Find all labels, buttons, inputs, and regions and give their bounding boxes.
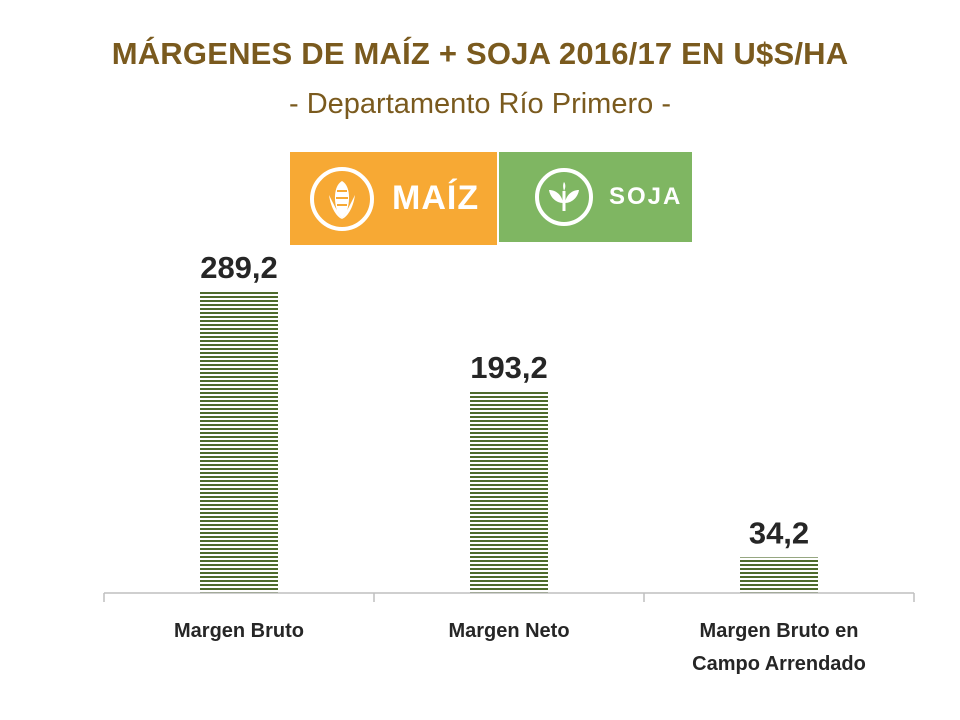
maiz-logo-label: MAÍZ — [392, 179, 480, 217]
category-label: Margen Bruto — [174, 620, 304, 642]
bar — [200, 292, 278, 593]
maiz-logo: MAÍZ — [290, 152, 497, 245]
bar — [740, 557, 818, 593]
soja-logo: SOJA — [499, 152, 692, 242]
data-label: 193,2 — [470, 350, 548, 385]
sprout-icon — [535, 168, 593, 226]
data-label: 289,2 — [200, 250, 278, 285]
corn-icon — [310, 166, 374, 231]
category-label: Campo Arrendado — [692, 653, 866, 675]
chart-title: MÁRGENES DE MAÍZ + SOJA 2016/17 EN U$S/H… — [111, 36, 849, 71]
category-label: Margen Bruto en — [700, 620, 859, 642]
chart-subtitle: - Departamento Río Primero - — [289, 88, 671, 120]
data-label: 34,2 — [749, 515, 809, 550]
category-label: Margen Neto — [448, 620, 569, 642]
bar — [470, 391, 548, 593]
soja-logo-label: SOJA — [609, 183, 683, 210]
